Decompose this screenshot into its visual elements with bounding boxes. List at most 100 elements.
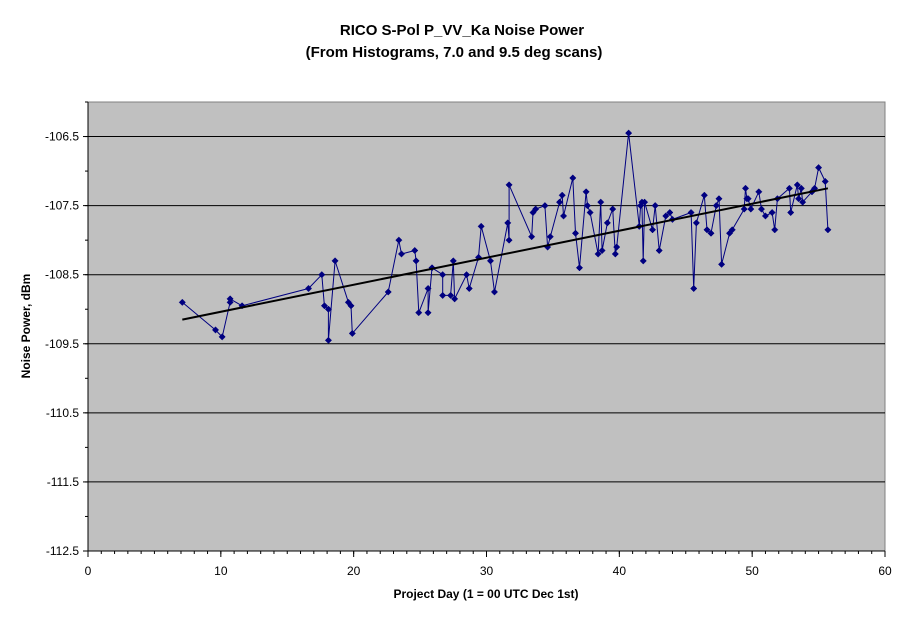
data-point xyxy=(320,302,328,310)
y-tick-label: -109.5 xyxy=(45,337,79,351)
x-tick-label: 60 xyxy=(878,564,892,578)
y-tick-label: -108.5 xyxy=(45,268,79,282)
data-point xyxy=(556,198,564,206)
data-point xyxy=(690,284,698,293)
data-point xyxy=(218,333,226,341)
y-tick-label: -111.5 xyxy=(47,475,80,489)
data-point xyxy=(559,212,568,220)
y-tick-label: -107.5 xyxy=(45,199,79,213)
data-point xyxy=(787,208,795,217)
y-tick-labels: -106.5 -107.5 -108.5 -109.5 -110.5 -111.5 -112… xyxy=(45,130,79,558)
chart-title: RICO S-Pol P_VV_Ka Noise Power xyxy=(340,22,584,39)
data-point xyxy=(741,184,750,192)
data-point xyxy=(613,243,621,251)
data-point xyxy=(211,326,220,334)
data-point xyxy=(439,291,447,299)
data-point xyxy=(465,284,473,293)
data-point xyxy=(541,202,549,210)
data-point xyxy=(662,212,670,220)
data-point xyxy=(415,309,423,317)
data-point xyxy=(594,250,602,258)
data-point xyxy=(815,164,823,172)
data-point xyxy=(546,233,554,241)
data-point xyxy=(609,205,617,213)
data-point xyxy=(799,198,807,206)
data-point xyxy=(755,188,763,196)
y-tick-label: -112.5 xyxy=(46,544,79,558)
data-point xyxy=(528,233,536,241)
axes xyxy=(83,101,886,557)
data-point xyxy=(504,219,512,227)
data-point xyxy=(477,222,485,230)
data-point xyxy=(424,309,432,317)
data-point xyxy=(304,284,313,293)
data-point xyxy=(412,257,420,265)
data-point xyxy=(757,205,766,213)
data-point xyxy=(395,236,403,244)
trendline xyxy=(182,187,829,321)
data-point xyxy=(397,250,406,258)
data-point xyxy=(641,198,649,206)
data-point xyxy=(324,336,332,344)
data-point xyxy=(347,302,355,310)
data-point xyxy=(666,208,674,217)
data-point xyxy=(424,284,432,293)
data-point xyxy=(331,257,339,265)
data-point xyxy=(797,184,805,192)
data-point xyxy=(648,226,657,234)
data-point xyxy=(226,295,234,303)
data-point xyxy=(575,264,584,272)
plot-area xyxy=(87,101,886,552)
data-point xyxy=(439,271,447,279)
data-point xyxy=(451,295,459,303)
data-point xyxy=(703,226,711,234)
data-point xyxy=(744,195,752,203)
data-point xyxy=(771,226,779,234)
data-point xyxy=(586,208,594,217)
data-point xyxy=(558,191,566,199)
data-point xyxy=(486,257,495,265)
data-point xyxy=(795,195,803,203)
data-point xyxy=(655,246,663,255)
x-tick-label: 30 xyxy=(480,564,494,578)
data-point xyxy=(707,229,715,237)
data-point xyxy=(651,202,659,210)
data-point xyxy=(569,174,577,182)
x-tick-labels: 0 10 20 30 40 50 60 xyxy=(85,564,892,578)
series-layer xyxy=(178,129,832,344)
data-point xyxy=(505,181,513,189)
data-point xyxy=(447,291,455,299)
data-point xyxy=(768,208,776,217)
data-point xyxy=(571,229,580,237)
data-point xyxy=(747,205,755,213)
x-tick-label: 40 xyxy=(613,564,627,578)
data-point xyxy=(611,250,619,258)
y-axis-title: Noise Power, dBm xyxy=(19,274,33,379)
x-tick-label: 0 xyxy=(85,564,92,578)
data-point xyxy=(324,305,332,313)
data-point xyxy=(532,205,540,213)
x-tick-label: 50 xyxy=(745,564,759,578)
data-point xyxy=(793,181,801,189)
data-point xyxy=(700,191,708,199)
data-point xyxy=(598,246,606,255)
data-point xyxy=(603,219,611,227)
data-point xyxy=(348,329,356,337)
data-point xyxy=(821,177,829,185)
data-point xyxy=(718,260,726,268)
y-tick-label: -110.5 xyxy=(46,406,79,420)
data-point xyxy=(712,202,720,210)
data-point xyxy=(692,219,700,227)
data-point xyxy=(463,271,471,279)
y-gridlines xyxy=(88,136,885,483)
data-point xyxy=(178,298,186,306)
data-point xyxy=(740,205,748,213)
data-point xyxy=(384,288,392,296)
x-tick-label: 10 xyxy=(214,564,228,578)
chart-subtitle: (From Histograms, 7.0 and 9.5 deg scans) xyxy=(306,44,603,61)
data-point xyxy=(785,184,793,192)
data-point xyxy=(761,212,770,220)
data-point xyxy=(238,302,246,310)
y-tick-label: -106.5 xyxy=(45,130,79,144)
